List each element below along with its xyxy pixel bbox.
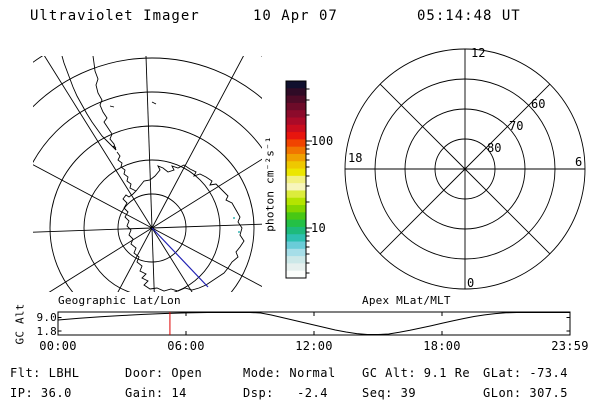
colorbar-tick-label-10: 10 <box>311 221 327 235</box>
mlt-label: 12 <box>471 46 486 60</box>
date-label: 10 Apr 07 <box>253 8 338 24</box>
image-speck <box>238 231 240 233</box>
y-axis-title: GC Alt <box>13 303 27 345</box>
lat-circle <box>83 159 221 292</box>
polar-panel-title: Apex MLat/MLT <box>362 294 451 307</box>
mlt-label: 18 <box>348 151 363 165</box>
colorbar-band <box>286 146 306 155</box>
info-cell: Seq: 39 <box>362 386 417 400</box>
ground-track-line <box>151 227 209 288</box>
mlat-ring-label: 60 <box>531 97 546 111</box>
colorbar-band <box>286 124 306 133</box>
colorbar-band <box>286 212 306 221</box>
apex-polar-plot <box>344 48 586 290</box>
info-cell: Dsp: -2.4 <box>243 386 328 400</box>
colorbar-band <box>286 139 306 148</box>
mlt-label: 6 <box>575 155 583 169</box>
meridian-line <box>33 164 153 229</box>
meridian-line <box>145 56 153 229</box>
mlat-ring-label: 80 <box>487 141 502 155</box>
info-cell: Flt: LBHL <box>10 366 80 380</box>
meridian-line <box>48 227 153 292</box>
colorbar-band <box>286 234 306 243</box>
colorbar-band <box>286 95 306 104</box>
meridian-line <box>43 56 153 229</box>
colorbar-band <box>286 197 306 206</box>
colorbar-tick-label-100: 100 <box>311 134 334 148</box>
meridian-line <box>151 56 244 229</box>
colorbar-band <box>286 205 306 213</box>
lat-circle <box>33 57 262 108</box>
colorbar-band <box>286 175 306 184</box>
colorbar-border <box>285 80 307 279</box>
coastline <box>122 164 245 292</box>
meridian-line <box>151 227 193 292</box>
coastline <box>116 151 137 192</box>
colorbar-band <box>286 263 306 272</box>
colorbar-band <box>286 190 306 199</box>
mlt-label: 0 <box>467 276 475 290</box>
info-cell: Mode: Normal <box>243 366 336 380</box>
colorbar-unit-label: photon cm⁻²s⁻¹ <box>263 136 277 232</box>
coastline <box>61 56 117 151</box>
mlat-ring-label: 70 <box>509 119 524 133</box>
polar-spoke <box>464 168 551 255</box>
xtick-label: 12:00 <box>295 339 333 353</box>
info-cell: GLon: 307.5 <box>483 386 568 400</box>
colorbar-band <box>286 102 306 111</box>
ytick-label-1-8: 1.8 <box>36 325 57 338</box>
colorbar-band <box>286 183 306 191</box>
meridian-line <box>151 158 262 229</box>
meridian-line <box>117 227 153 292</box>
meridian-line <box>33 227 153 233</box>
lat-circle <box>33 91 262 164</box>
xtick-label: 18:00 <box>423 339 461 353</box>
colorbar <box>285 80 312 279</box>
xtick-label: 23:59 <box>551 339 589 353</box>
colorbar-band <box>286 241 306 250</box>
ytick-label-9: 9.0 <box>36 311 57 324</box>
meridian-line <box>151 227 262 287</box>
info-cell: IP: 36.0 <box>10 386 72 400</box>
colorbar-band <box>286 153 306 162</box>
info-cell: Door: Open <box>125 366 203 380</box>
colorbar-band <box>286 219 306 228</box>
info-cell: GLat: -73.4 <box>483 366 568 380</box>
meridian-line <box>151 223 262 229</box>
colorbar-band <box>286 226 306 235</box>
colorbar-band <box>286 110 306 118</box>
map-panel-title: Geographic Lat/Lon <box>58 294 181 307</box>
gc-alt-curve <box>57 312 570 335</box>
colorbar-band <box>286 161 306 170</box>
colorbar-band <box>286 256 306 264</box>
colorbar-band <box>286 270 306 279</box>
colorbar-band <box>286 81 306 89</box>
xtick-label: 06:00 <box>167 339 205 353</box>
xtick-label: 00:00 <box>39 339 77 353</box>
colorbar-band <box>286 117 306 126</box>
lat-circle <box>117 193 187 263</box>
polar-spoke <box>379 168 466 255</box>
image-speck <box>233 217 235 219</box>
gc-alt-chart <box>57 311 571 336</box>
time-label: 05:14:48 UT <box>417 8 521 24</box>
colorbar-band <box>286 248 306 257</box>
info-cell: GC Alt: 9.1 Re <box>362 366 471 380</box>
polar-spoke <box>464 83 551 170</box>
lat-circle <box>49 125 255 292</box>
meridian-line <box>151 227 155 292</box>
polar-spoke <box>379 83 466 170</box>
colorbar-band <box>286 88 306 97</box>
app-title: Ultraviolet Imager <box>30 8 200 24</box>
geographic-map <box>33 56 262 292</box>
info-cell: Gain: 14 <box>125 386 187 400</box>
coastline <box>109 101 157 149</box>
colorbar-band <box>286 168 306 177</box>
colorbar-band <box>286 132 306 140</box>
